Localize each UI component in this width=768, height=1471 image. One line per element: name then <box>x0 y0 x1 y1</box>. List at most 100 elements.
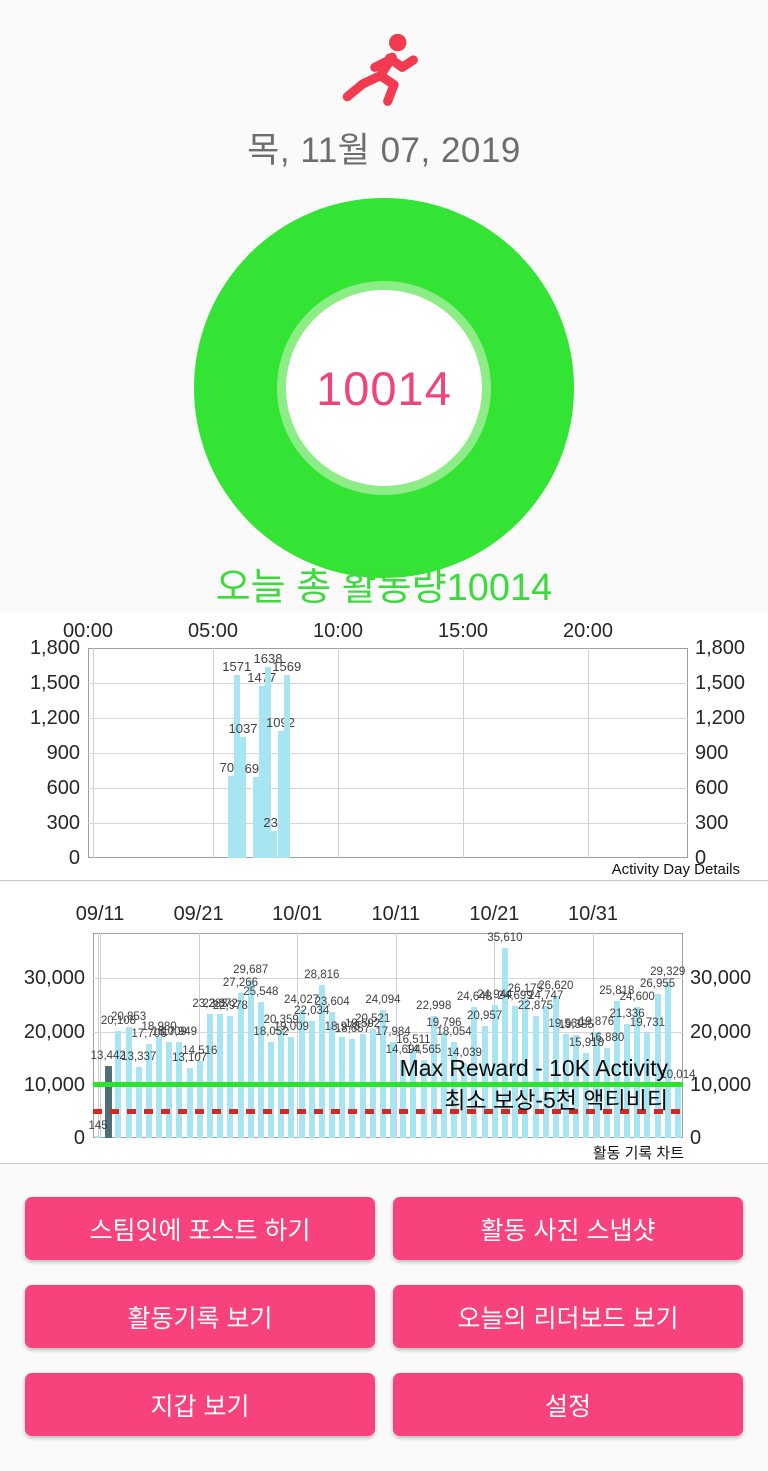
y-axis-tick-label: 30,000 <box>23 967 85 990</box>
daily-bar <box>298 1010 305 1138</box>
daily-bar <box>664 981 671 1138</box>
bar-value-label: 26,955 <box>639 978 676 991</box>
grid-line <box>88 753 688 754</box>
runner-icon <box>0 30 768 117</box>
bar-value-label: 19,385 <box>558 1018 594 1031</box>
bar-value-label: 28,816 <box>304 968 340 981</box>
bar-value-label: 16,511 <box>396 1034 431 1047</box>
donut-center: 10014 <box>277 281 491 495</box>
bar-value-label: 24,747 <box>528 990 564 1003</box>
y-axis-tick-label: 600 <box>695 777 729 799</box>
y-axis-tick-label: 600 <box>46 777 80 799</box>
grid-line <box>88 683 688 684</box>
chart-caption: 활동 기록 차트 <box>592 1145 684 1162</box>
bar-value-label: 20,359 <box>263 1013 299 1026</box>
bar-value-label: 13,442 <box>90 1050 126 1063</box>
bar-value-label: 18,657 <box>334 1022 370 1035</box>
daily-bar <box>532 1016 539 1138</box>
daily-bar-highlighted <box>104 1066 112 1138</box>
hourly-activity-chart: 0 0 300 300 600 600 900 900 1,200 1,200 1,500 1,500… <box>0 612 768 881</box>
plot-area <box>93 933 683 1138</box>
view-activity-log-button[interactable]: 활동기록 보기 <box>25 1285 375 1348</box>
daily-bar <box>634 1007 641 1138</box>
bar-value-label: 20,853 <box>111 1010 147 1023</box>
bar-value-label: 24,027 <box>283 994 320 1007</box>
daily-bar <box>186 1068 193 1138</box>
hourly-bar <box>277 730 284 858</box>
y-axis-tick-label: 0 <box>73 1127 85 1149</box>
bar-value-label: 21,336 <box>609 1008 645 1021</box>
y-axis-tick-label: 0 <box>695 847 707 869</box>
max-reward-line <box>93 1082 683 1088</box>
daily-bar <box>410 1050 417 1138</box>
y-axis-tick-label: 1,500 <box>695 672 746 694</box>
daily-bar <box>156 1036 163 1138</box>
daily-bar <box>329 1012 336 1138</box>
bar-value-label: 19,731 <box>629 1016 665 1029</box>
hourly-bar <box>271 830 278 858</box>
daily-bar <box>135 1066 142 1138</box>
settings-button[interactable]: 설정 <box>393 1373 743 1436</box>
x-axis-tick-label: 10/11 <box>371 903 421 925</box>
bar-value-label: 23,604 <box>314 996 350 1009</box>
view-leaderboard-button[interactable]: 오늘의 리더보드 보기 <box>393 1285 743 1348</box>
bar-value-label: 13,337 <box>121 1050 157 1063</box>
bar-value-label: 17,949 <box>161 1026 198 1039</box>
grid-line <box>593 933 594 1138</box>
daily-bar <box>471 1006 478 1138</box>
x-axis-tick-label: 10/21 <box>469 903 520 925</box>
bar-value-label: 18,052 <box>253 1025 289 1038</box>
hourly-bar <box>240 737 246 858</box>
daily-bar <box>268 1041 275 1138</box>
grid-line <box>297 933 299 1138</box>
daily-bar <box>166 1042 173 1138</box>
bar-value-label: 29,329 <box>650 965 686 978</box>
daily-bar <box>542 1006 549 1138</box>
bar-value-label: 1571 <box>222 658 252 674</box>
bar-value-label: 24,600 <box>619 991 655 1003</box>
grid-line <box>338 648 339 858</box>
hourly-bar <box>233 674 240 858</box>
grid-line <box>198 933 200 1138</box>
bar-value-label: 18,980 <box>141 1020 177 1033</box>
bar-value-label: 25,818 <box>599 984 635 997</box>
view-wallet-button[interactable]: 지갑 보기 <box>25 1373 375 1436</box>
y-axis-tick-label: 20,000 <box>23 1020 85 1043</box>
bar-value-label: 24,648 <box>456 990 493 1003</box>
daily-bar <box>145 1043 152 1138</box>
bar-value-label: 26,175 <box>507 982 543 995</box>
bar-value-label: 232 <box>263 814 286 830</box>
daily-bar <box>603 1048 610 1138</box>
x-axis-tick-label: 05:00 <box>187 620 239 642</box>
daily-bar <box>400 1059 407 1138</box>
grid-line <box>100 933 101 1138</box>
bar-value-label: 20,521 <box>355 1012 391 1025</box>
daily-bar <box>247 979 254 1138</box>
daily-bar <box>654 994 661 1138</box>
bar-value-label: 14,039 <box>446 1047 482 1060</box>
y-axis-tick-label: 1,200 <box>29 707 80 729</box>
bar-value-label: 24,094 <box>365 993 401 1006</box>
grid-line <box>395 933 397 1138</box>
bar-value-label: 19,592 <box>344 1017 381 1030</box>
bar-value-label: 13,107 <box>172 1052 208 1065</box>
bar-value-label: 20,108 <box>100 1014 137 1027</box>
bar-value-label: 29,687 <box>233 963 269 976</box>
daily-bar <box>318 984 325 1138</box>
daily-bar <box>491 1005 498 1138</box>
daily-bar <box>461 1063 468 1138</box>
bar-value-label: 35,610 <box>487 932 523 945</box>
daily-total-label: 오늘 총 활동량10014 <box>215 567 553 609</box>
daily-bar <box>430 1015 437 1138</box>
daily-activity-chart: 0 0 10,000 10,000 20,000 20,000 30,000 30,000 09… <box>0 882 768 1164</box>
reference-line-label: Max Reward - 10K Activity <box>399 1054 668 1081</box>
y-axis-tick-label: 10,000 <box>23 1073 85 1096</box>
activity-snapshot-button[interactable]: 활동 사진 스냅샷 <box>393 1197 743 1260</box>
min-reward-line <box>93 1108 683 1114</box>
bar-value-label: 10,014 <box>660 1068 696 1081</box>
y-axis-tick-label: 1,800 <box>29 637 80 659</box>
post-to-steemit-button[interactable]: 스팀잇에 포스트 하기 <box>25 1197 375 1260</box>
daily-bar <box>552 996 559 1138</box>
hourly-bar <box>265 666 271 858</box>
bar-value-label: 23,372 <box>202 997 238 1010</box>
